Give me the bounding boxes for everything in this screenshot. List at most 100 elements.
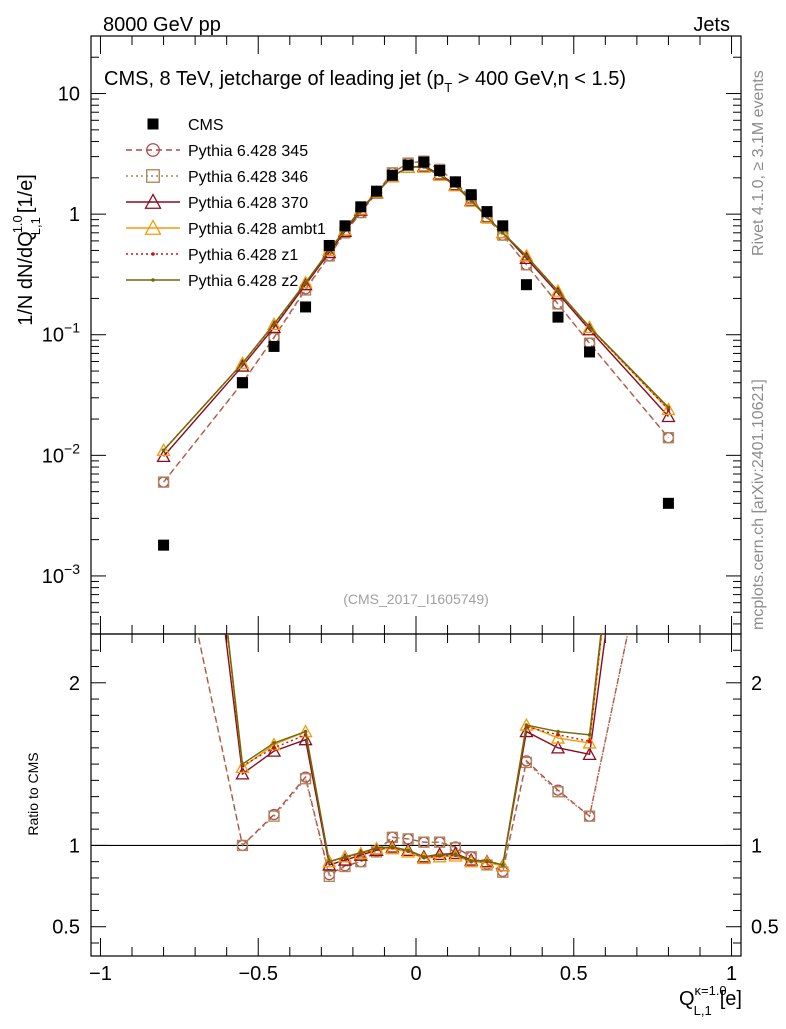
point-cms bbox=[552, 311, 564, 323]
ratio-point-pythia-6-428-z2 bbox=[437, 853, 442, 857]
main-panel: 10 1 10−1 10−2 10−3 bbox=[42, 35, 742, 635]
point-cms bbox=[465, 189, 477, 201]
ratio-point-pythia-6-428-z2 bbox=[500, 863, 505, 867]
ratio-point-pythia-6-428-346 bbox=[418, 836, 430, 848]
point-cms bbox=[520, 279, 532, 291]
point-cms bbox=[355, 201, 367, 213]
x-tick-label: −0.5 bbox=[238, 963, 277, 985]
point-pythia-6-428-346 bbox=[662, 432, 675, 444]
legend-label-pythia-6-428-370: Pythia 6.428 370 bbox=[188, 195, 308, 212]
y-axis-title: 1/N dN/dQ1.0 L,1[1/e] bbox=[10, 174, 43, 326]
ratio-point-pythia-6-428-ambt1 bbox=[550, 730, 566, 744]
ratio-series-layer bbox=[91, 30, 741, 882]
ratio-y-tick-label: 2 bbox=[69, 673, 80, 695]
ratio-x-axis: −1 −0.5 0 0.5 1 bbox=[89, 634, 737, 985]
ratio-y-tick-label: 0.5 bbox=[52, 917, 80, 939]
ratio-point-pythia-6-428-370 bbox=[298, 732, 313, 746]
ratio-y-axis-title: Ratio to CMS bbox=[25, 752, 41, 835]
series-line-pythia-6-428-z2 bbox=[163, 166, 669, 451]
ratio-point-pythia-6-428-370 bbox=[235, 766, 250, 780]
header-left: 8000 GeV pp bbox=[103, 14, 221, 36]
main-series-layer bbox=[156, 155, 676, 551]
ratio-point-pythia-6-428-370 bbox=[448, 846, 463, 860]
point-pythia-6-428-z2 bbox=[666, 405, 671, 410]
x-tick-label: −1 bbox=[89, 963, 112, 985]
point-pythia-6-428-370 bbox=[519, 250, 534, 264]
point-pythia-6-428-ambt1 bbox=[464, 193, 479, 207]
point-cms bbox=[434, 165, 446, 177]
point-pythia-6-428-370 bbox=[661, 409, 676, 423]
point-pythia-6-428-ambt1 bbox=[495, 225, 510, 239]
ratio-line-pythia-6-428-345 bbox=[197, 634, 629, 876]
ratio-point-pythia-6-428-z2 bbox=[162, 63, 166, 67]
ratio-point-pythia-6-428-ambt1 bbox=[582, 735, 597, 749]
ratio-y-tick-label-right: 1 bbox=[751, 835, 762, 857]
main-y-tick-label: 10−2 bbox=[42, 440, 80, 467]
ratio-point-pythia-6-428-370 bbox=[158, 124, 170, 135]
ratio-point-pythia-6-428-z2 bbox=[485, 859, 489, 863]
legend-label-cms: CMS bbox=[188, 117, 224, 134]
mcplots-label: mcplots.cern.ch [arXiv:2401.10621] bbox=[750, 379, 767, 630]
ratio-point-pythia-6-428-z1 bbox=[272, 746, 276, 750]
ratio-point-pythia-6-428-z2 bbox=[453, 852, 458, 857]
chart-title: CMS, 8 TeV, jetcharge of leading jet (pT… bbox=[104, 68, 626, 95]
ratio-y-tick-label: 1 bbox=[69, 835, 80, 857]
ratio-point-pythia-6-428-346 bbox=[159, 466, 169, 476]
point-cms bbox=[371, 185, 383, 197]
legend-label-pythia-6-428-345: Pythia 6.428 345 bbox=[188, 143, 308, 160]
point-cms bbox=[449, 176, 461, 188]
point-cms bbox=[584, 346, 596, 358]
point-pythia-6-428-ambt1 bbox=[582, 320, 597, 334]
legend-marker-cms bbox=[147, 118, 159, 130]
ratio-point-pythia-6-428-z2 bbox=[303, 729, 308, 734]
x-tick-label: 0 bbox=[410, 963, 421, 985]
point-pythia-6-428-z2 bbox=[272, 322, 276, 326]
legend-marker-pythia-6-428-346 bbox=[146, 169, 160, 183]
point-cms bbox=[339, 220, 351, 232]
ratio-point-pythia-6-428-370 bbox=[266, 743, 282, 757]
ratio-point-pythia-6-428-z2 bbox=[587, 733, 592, 737]
ratio-point-pythia-6-428-346 bbox=[355, 856, 367, 868]
ratio-point-pythia-6-428-z1 bbox=[556, 733, 560, 737]
point-pythia-6-428-z2 bbox=[500, 231, 505, 235]
legend-item-pythia-6-428-370: Pythia 6.428 370 bbox=[126, 193, 308, 212]
legend-marker-pythia-6-428-z2 bbox=[151, 278, 155, 282]
ratio-y-axis: 2 2 1 1 0.5 0.5 bbox=[52, 649, 779, 944]
point-pythia-6-428-346 bbox=[157, 476, 170, 488]
legend-marker-pythia-6-428-ambt1 bbox=[144, 219, 162, 235]
point-pythia-6-428-370 bbox=[322, 245, 337, 259]
ratio-point-pythia-6-428-346 bbox=[552, 786, 564, 798]
ratio-point-pythia-6-428-z2 bbox=[358, 850, 363, 855]
ratio-point-pythia-6-428-370 bbox=[550, 740, 566, 754]
main-y-tick-label: 10−3 bbox=[42, 561, 80, 588]
ratio-point-pythia-6-428-370 bbox=[322, 857, 337, 871]
ratio-point-pythia-6-428-346 bbox=[299, 773, 312, 785]
legend-item-cms: CMS bbox=[147, 117, 224, 134]
main-y-tick-label: 10 bbox=[58, 84, 80, 106]
legend-label-pythia-6-428-346: Pythia 6.428 346 bbox=[188, 169, 308, 186]
point-pythia-6-428-ambt1 bbox=[235, 355, 250, 369]
ratio-point-pythia-6-428-346 bbox=[323, 870, 335, 882]
point-cms bbox=[236, 377, 248, 389]
point-pythia-6-428-z2 bbox=[556, 289, 560, 293]
main-y-axis: 10 1 10−1 10−2 10−3 bbox=[42, 35, 741, 625]
ratio-plot-frame bbox=[90, 633, 742, 957]
main-y-tick-label: 1 bbox=[69, 204, 80, 226]
point-pythia-6-428-ambt1 bbox=[550, 283, 566, 297]
ratio-point-pythia-6-428-ambt1 bbox=[235, 759, 250, 774]
ratio-point-pythia-6-428-z1 bbox=[587, 739, 592, 744]
ratio-point-pythia-6-428-ambt1 bbox=[495, 858, 510, 872]
ratio-point-pythia-6-428-346 bbox=[583, 810, 596, 822]
ratio-point-pythia-6-428-z2 bbox=[667, 30, 671, 34]
ratio-point-pythia-6-428-z2 bbox=[327, 859, 332, 864]
ratio-line-pythia-6-428-z2 bbox=[227, 634, 602, 866]
legend: CMS Pythia 6.428 345 Pythia 6.428 346 Pythi… bbox=[126, 117, 326, 290]
legend-label-pythia-6-428-ambt1: Pythia 6.428 ambt1 bbox=[188, 221, 326, 238]
ratio-point-pythia-6-428-z2 bbox=[556, 729, 560, 734]
legend-label-pythia-6-428-z2: Pythia 6.428 z2 bbox=[188, 273, 298, 290]
ratio-point-pythia-6-428-370 bbox=[337, 852, 353, 866]
rivet-label: Rivet 4.1.0, ≥ 3.1M events bbox=[750, 70, 767, 256]
ratio-point-pythia-6-428-z2 bbox=[524, 723, 529, 727]
